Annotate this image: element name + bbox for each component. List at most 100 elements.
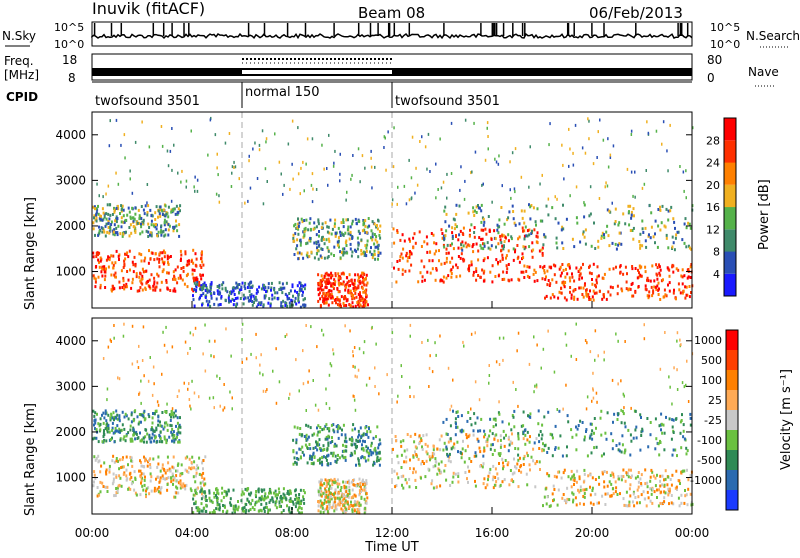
echo-cell <box>166 488 169 492</box>
echo-cell <box>92 205 95 209</box>
echo-cell-sparse <box>386 373 388 377</box>
echo-cell <box>353 278 356 282</box>
echo-cell <box>199 264 202 268</box>
echo-cell-sparse <box>572 151 574 155</box>
echo-cell-sparse <box>547 197 550 201</box>
echo-cell <box>568 498 571 502</box>
echo-cell <box>252 294 255 298</box>
echo-cell <box>193 268 196 272</box>
echo-cell <box>668 487 671 491</box>
echo-cell <box>202 467 204 471</box>
echo-cell <box>423 240 426 244</box>
echo-cell <box>130 413 133 417</box>
echo-cell <box>360 238 363 242</box>
echo-cell <box>354 427 356 431</box>
echo-cell-sparse <box>299 192 301 196</box>
echo-cell <box>517 255 520 259</box>
echo-cell <box>338 456 341 460</box>
echo-cell <box>675 233 678 237</box>
echo-cell <box>115 416 118 420</box>
echo-cell <box>342 225 345 229</box>
echo-cell <box>161 270 164 274</box>
echo-cell <box>109 203 112 207</box>
echo-cell <box>319 291 321 295</box>
echo-cell <box>208 491 211 495</box>
echo-cell <box>366 243 369 247</box>
echo-cell <box>596 275 599 279</box>
echo-cell <box>572 500 574 504</box>
echo-cell <box>225 511 228 515</box>
echo-cell <box>629 204 632 208</box>
echo-cell <box>517 237 520 241</box>
echo-cell <box>309 454 312 458</box>
echo-cell-sparse <box>138 344 140 348</box>
echo-cell <box>522 463 525 466</box>
echo-cell <box>205 299 208 303</box>
echo-cell <box>109 225 112 229</box>
echo-cell <box>593 431 595 435</box>
echo-cell <box>251 300 254 303</box>
echo-cell <box>583 472 586 476</box>
echo-cell-sparse <box>138 392 140 396</box>
echo-cell <box>588 271 591 275</box>
echo-cell <box>299 243 302 247</box>
echo-cell <box>170 413 173 417</box>
echo-cell <box>148 433 151 437</box>
echo-cell <box>168 467 171 471</box>
echo-cell <box>290 303 293 307</box>
echo-cell <box>378 230 381 233</box>
echo-cell <box>159 430 162 434</box>
echo-cell <box>243 506 246 509</box>
echo-cell <box>619 271 622 275</box>
echo-cell <box>231 290 234 294</box>
echo-cell <box>253 297 256 301</box>
echo-cell <box>646 485 649 489</box>
echo-cell <box>364 244 367 248</box>
echo-cell-sparse <box>117 182 120 186</box>
echo-cell <box>191 272 194 276</box>
echo-cell <box>354 285 356 289</box>
echo-cell <box>92 484 95 488</box>
echo-cell <box>640 430 643 434</box>
echo-cell <box>529 205 532 209</box>
echo-cell <box>342 233 345 237</box>
echo-cell <box>173 287 176 291</box>
echo-cell <box>183 282 186 286</box>
echo-cell <box>360 435 363 439</box>
echo-cell <box>296 508 299 512</box>
echo-cell-sparse <box>198 395 200 399</box>
echo-cell <box>521 252 524 256</box>
echo-cell <box>195 257 198 261</box>
echo-cell <box>446 243 449 247</box>
echo-cell-sparse <box>474 380 477 384</box>
echo-cell <box>612 492 615 496</box>
echo-cell <box>671 418 674 422</box>
echo-cell <box>345 440 348 444</box>
echo-cell <box>339 497 342 501</box>
echo-cell <box>193 288 196 291</box>
echo-cell <box>121 234 124 238</box>
colorbar-swatch <box>724 162 736 185</box>
echo-cell <box>297 217 299 221</box>
echo-cell <box>304 283 307 287</box>
echo-cell <box>377 254 380 257</box>
echo-cell-sparse <box>278 380 281 384</box>
echo-cell <box>166 483 169 486</box>
echo-cell <box>361 271 364 275</box>
echo-cell <box>417 280 420 284</box>
echo-cell-sparse <box>278 160 281 164</box>
echo-cell <box>189 487 192 491</box>
echo-cell <box>665 294 668 298</box>
echo-cell <box>194 276 197 280</box>
echo-cell <box>499 234 502 238</box>
echo-cell <box>332 428 335 432</box>
echo-cell <box>632 294 635 298</box>
echo-cell <box>98 459 101 463</box>
echo-cell <box>632 237 635 241</box>
echo-cell <box>133 470 136 474</box>
echo-cell <box>671 473 674 477</box>
echo-cell <box>377 458 380 462</box>
echo-cell <box>107 257 110 261</box>
echo-cell <box>101 218 104 222</box>
y-tick-label: 3000 <box>55 173 86 187</box>
